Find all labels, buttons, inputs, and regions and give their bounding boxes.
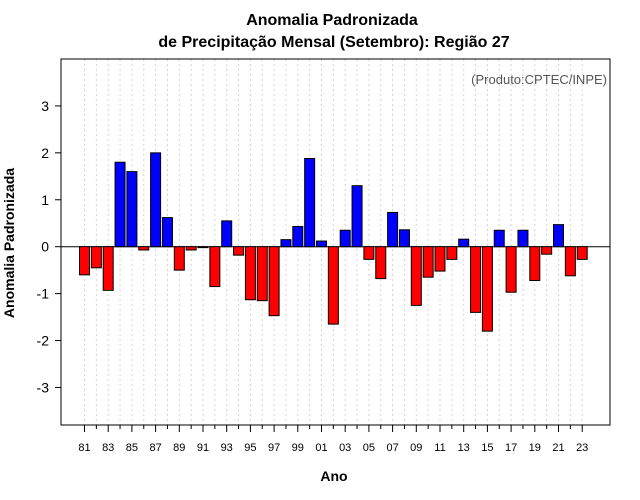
x-tick-label: 99 [292, 442, 304, 454]
bar-15 [481, 246, 493, 332]
x-tick-label: 05 [363, 442, 375, 454]
bar-96 [256, 246, 268, 302]
plot-frame [60, 58, 611, 426]
bar-17 [505, 246, 517, 293]
x-tick-label: 87 [149, 442, 161, 454]
x-tick-label: 17 [505, 442, 517, 454]
x-tick-label: 03 [339, 442, 351, 454]
bar-20 [541, 246, 553, 255]
x-tick-label: 83 [102, 442, 114, 454]
bar-23 [576, 246, 588, 260]
bar-00 [304, 157, 316, 248]
bar-03 [339, 229, 351, 248]
chart-title-line1: Anomalia Padronizada [246, 12, 418, 29]
bar-82 [90, 246, 102, 269]
chart-title-line2: de Precipitação Mensal (Setembro): Regiã… [158, 34, 509, 51]
y-tick-label: -2 [37, 333, 50, 349]
bars-group [79, 152, 588, 332]
x-tick-label: 95 [244, 442, 256, 454]
x-tick-label: 15 [481, 442, 493, 454]
bar-09 [410, 246, 422, 306]
x-tick-label: 85 [126, 442, 138, 454]
x-tick-label: 09 [410, 442, 422, 454]
product-annotation: (Produto:CPTEC/INPE) [471, 72, 607, 87]
x-tick-label: 93 [221, 442, 233, 454]
y-tick-label: 3 [41, 98, 49, 114]
x-tick-label: 81 [78, 442, 90, 454]
y-tick-label: 1 [41, 192, 49, 208]
bar-91 [197, 246, 209, 249]
y-tick-label: -1 [37, 286, 50, 302]
x-tick-label: 13 [458, 442, 470, 454]
bar-88 [161, 217, 173, 248]
y-axis-label: Anomalia Padronizada [1, 168, 17, 318]
x-tick-label: 01 [315, 442, 327, 454]
y-tick-label: 0 [41, 239, 49, 255]
bar-83 [102, 246, 114, 291]
x-axis-label: Ano [320, 468, 347, 484]
x-tick-label: 21 [552, 442, 564, 454]
x-tick-label: 91 [197, 442, 209, 454]
bar-21 [553, 224, 564, 248]
bar-05 [363, 246, 375, 260]
bar-99 [292, 226, 304, 248]
bar-04 [351, 185, 363, 248]
x-tick-label: 89 [173, 442, 185, 454]
bar-06 [375, 246, 387, 280]
bar-92 [209, 246, 221, 288]
bar-84 [114, 161, 126, 248]
bar-93 [221, 220, 233, 248]
bar-19 [529, 246, 541, 281]
bar-95 [244, 246, 256, 301]
bar-08 [398, 229, 410, 248]
y-axis-ticks: -3 -2 -1 0 1 2 3 [37, 98, 61, 395]
bar-11 [434, 246, 446, 272]
bar-01 [316, 240, 327, 248]
bar-81 [79, 246, 90, 276]
x-axis-ticks: 81 83 85 87 89 91 93 95 97 99 01 03 05 07 09 11 13 15 17 19… [78, 425, 588, 454]
bar-94 [233, 246, 245, 256]
bar-18 [517, 229, 529, 248]
bar-02 [327, 246, 339, 325]
bar-98 [280, 239, 292, 248]
y-tick-label: -3 [37, 379, 50, 395]
x-tick-label: 07 [386, 442, 398, 454]
x-tick-label: 23 [576, 442, 588, 454]
x-tick-label: 19 [529, 442, 541, 454]
bar-22 [564, 246, 576, 277]
x-tick-label: 97 [268, 442, 280, 454]
bar-89 [173, 246, 185, 271]
bar-85 [126, 171, 138, 248]
bar-10 [422, 246, 434, 278]
bar-07 [387, 211, 399, 248]
bar-87 [150, 152, 162, 248]
bar-14 [470, 246, 482, 313]
y-tick-label: 2 [41, 145, 49, 161]
x-tick-label: 11 [434, 442, 445, 454]
bar-86 [138, 246, 150, 251]
bar-13 [458, 238, 470, 248]
vertical-gridlines [84, 59, 583, 425]
bar-97 [268, 246, 280, 317]
bar-90 [185, 246, 197, 251]
bar-12 [446, 246, 458, 260]
bar-16 [493, 229, 505, 248]
